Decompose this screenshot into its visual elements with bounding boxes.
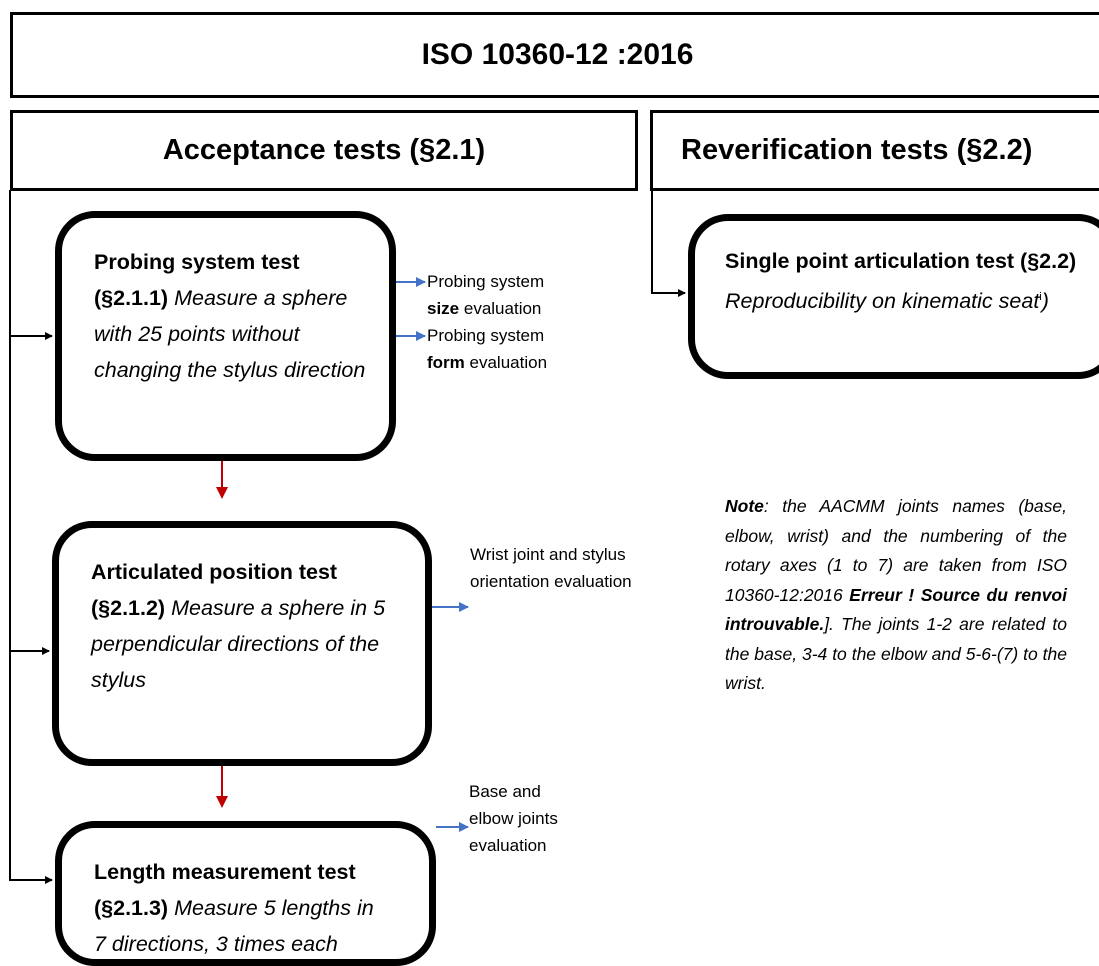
note-body: : the AACMM joints names (base, elbow, w…	[725, 496, 1067, 605]
test-box: Articulated position test (§2.1.2) Measu…	[52, 521, 432, 766]
output-keyword: size	[427, 299, 460, 318]
output-label: Probing system size evaluation	[427, 268, 587, 322]
note-lead: Note	[725, 496, 764, 516]
test-box: Single point articulation test (§2.2) Re…	[688, 214, 1099, 379]
test-name: Length measurement test (§2.1.3)	[94, 860, 356, 920]
note-error: Erreur ! Source du renvoi introuvable.	[725, 584, 1067, 635]
section-header: Reverification tests (§2.2)	[650, 110, 1099, 191]
blue-arrows	[395, 277, 469, 832]
test-box: Probing system test (§2.1.1) Measure a s…	[55, 211, 396, 461]
title: ISO 10360-12 :2016	[421, 38, 694, 71]
test-box: Length measurement test (§2.1.3) Measure…	[55, 821, 436, 966]
test-description: Measure a sphere in 5 perpendicular dire…	[91, 596, 386, 692]
output-label: Probing system form evaluation	[427, 322, 587, 376]
section-label: Acceptance tests (§2.1)	[162, 134, 486, 166]
test-description: Reproducibility on kinematic seat	[725, 289, 1040, 314]
test-description: Measure a sphere with 25 points without …	[94, 286, 366, 382]
test-name: Articulated position test (§2.1.2)	[91, 560, 338, 620]
output-text: Wrist joint and stylus orientation evalu…	[470, 545, 632, 591]
test-name: Single point articulation test (§2.2)	[725, 249, 1077, 273]
output-text: Probing system	[427, 272, 545, 291]
output-keyword: form	[427, 353, 465, 372]
black-connectors	[9, 190, 686, 884]
note: Note: the AACMM joints names (base, elbo…	[725, 492, 1067, 699]
output-text: evaluation	[463, 299, 542, 318]
output-text: evaluation	[469, 353, 548, 372]
note-tail: ]. The joints 1-2 are related to the bas…	[725, 614, 1067, 693]
output-text: Base and elbow joints evaluation	[469, 782, 558, 855]
test-name: Probing system test (§2.1.1)	[94, 250, 300, 310]
output-label: Base and elbow joints evaluation	[469, 778, 579, 859]
standard-header: ISO 10360-12 :2016	[10, 12, 1099, 98]
test-description-tail: )	[1041, 289, 1049, 314]
section-header: Acceptance tests (§2.1)	[10, 110, 638, 191]
output-text: Probing system	[427, 326, 545, 345]
section-label: Reverification tests (§2.2)	[681, 134, 1033, 166]
output-label: Wrist joint and stylus orientation evalu…	[470, 541, 650, 595]
footnote-mark: i	[1039, 291, 1042, 303]
